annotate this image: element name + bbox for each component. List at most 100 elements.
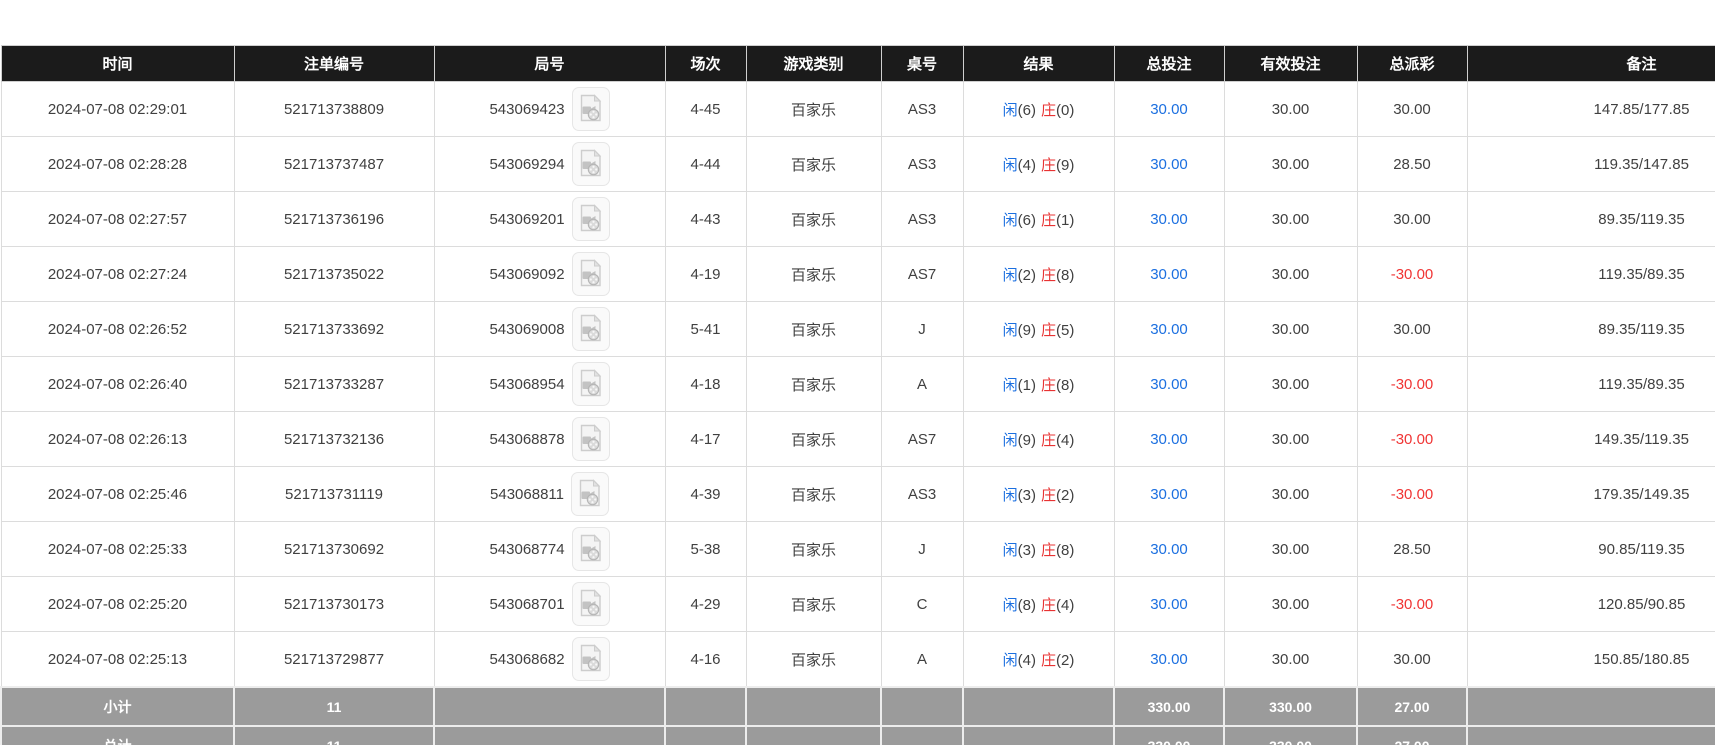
cell-game-type: 百家乐 [745, 576, 882, 632]
cell-remark: 179.35/149.35 [1466, 466, 1715, 522]
column-header-result: 结果 [962, 45, 1115, 82]
cell-order-number: 521713731119 [233, 466, 435, 522]
cell-total-bet: 30.00 [1113, 576, 1225, 632]
video-replay-button[interactable] [571, 87, 610, 131]
video-replay-icon [579, 313, 602, 345]
cell-table-number: J [880, 301, 964, 357]
column-header-total_payout: 总派彩 [1356, 45, 1468, 82]
cell-round-number: 543068811 [433, 466, 666, 522]
column-header-remark: 备注 [1466, 45, 1715, 82]
cell-total-bet: 30.00 [1113, 301, 1225, 357]
summary-valid-bet: 330.00 [1223, 686, 1358, 727]
summary-empty-game [745, 725, 882, 745]
cell-order-number: 521713737487 [233, 136, 435, 192]
cell-total-payout: 28.50 [1356, 521, 1468, 577]
cell-remark: 89.35/119.35 [1466, 301, 1715, 357]
round-number-text: 543068878 [489, 430, 565, 448]
cell-table-number: J [880, 521, 964, 577]
cell-total-payout: -30.00 [1356, 411, 1468, 467]
result-player-label: 闲 [1002, 541, 1018, 559]
video-replay-button[interactable] [571, 142, 610, 186]
result-banker-label: 庄 [1041, 266, 1057, 284]
cell-order-number: 521713736196 [233, 191, 435, 247]
cell-remark: 120.85/90.85 [1466, 576, 1715, 632]
table-body: 2024-07-08 02:29:01 521713738809 5430694… [0, 81, 1715, 688]
cell-valid-bet: 30.00 [1223, 191, 1358, 247]
cell-order-number: 521713729877 [233, 631, 435, 688]
cell-game-type: 百家乐 [745, 631, 882, 688]
cell-game-type: 百家乐 [745, 356, 882, 412]
result-player-label: 闲 [1002, 266, 1018, 284]
table-footer: 小计 11 330.00 330.00 27.00 总计 11 330.00 3… [0, 686, 1715, 745]
result-player-score: (1) [1017, 376, 1036, 394]
summary-total-bet: 330.00 [1113, 725, 1225, 745]
result-player-label: 闲 [1002, 101, 1018, 119]
round-number-text: 543069092 [489, 265, 565, 283]
video-replay-button[interactable] [570, 472, 609, 516]
cell-session: 4-17 [664, 411, 747, 467]
column-header-valid_bet: 有效投注 [1223, 45, 1358, 82]
cell-table-number: AS7 [880, 411, 964, 467]
cell-total-payout: -30.00 [1356, 356, 1468, 412]
cell-valid-bet: 30.00 [1223, 246, 1358, 302]
video-replay-button[interactable] [571, 362, 610, 406]
cell-session: 4-18 [664, 356, 747, 412]
result-player-label: 闲 [1002, 431, 1018, 449]
cell-session: 5-38 [664, 521, 747, 577]
cell-total-payout: 30.00 [1356, 631, 1468, 688]
cell-session: 4-43 [664, 191, 747, 247]
cell-round-number: 543068774 [433, 521, 666, 577]
video-replay-icon [579, 258, 602, 290]
result-player-score: (8) [1017, 596, 1036, 614]
cell-order-number: 521713733287 [233, 356, 435, 412]
cell-order-number: 521713730692 [233, 521, 435, 577]
cell-time: 2024-07-08 02:25:20 [0, 576, 235, 632]
column-header-time: 时间 [0, 45, 235, 82]
video-replay-button[interactable] [571, 582, 610, 626]
video-replay-button[interactable] [571, 252, 610, 296]
table-row: 2024-07-08 02:29:01 521713738809 5430694… [0, 81, 1715, 137]
cell-valid-bet: 30.00 [1223, 356, 1358, 412]
result-player-score: (4) [1017, 651, 1036, 669]
video-replay-button[interactable] [571, 307, 610, 351]
round-number-text: 543069294 [489, 155, 565, 173]
bet-records-panel: 时间 注单编号 局号 场次 游戏类别 桌号 结果 总投注 有效投注 总派彩 备注 2024-07-0… [0, 45, 1715, 745]
cell-table-number: AS3 [880, 466, 964, 522]
cell-result: 闲(8) 庄(4) [962, 576, 1115, 632]
video-replay-button[interactable] [571, 527, 610, 571]
table-row: 2024-07-08 02:26:40 521713733287 5430689… [0, 356, 1715, 412]
video-replay-button[interactable] [571, 637, 610, 681]
result-banker-label: 庄 [1041, 431, 1057, 449]
cell-result: 闲(4) 庄(2) [962, 631, 1115, 688]
video-replay-icon [579, 368, 602, 400]
result-banker-score: (4) [1056, 596, 1075, 614]
video-replay-button[interactable] [571, 197, 610, 241]
video-replay-icon [579, 533, 602, 565]
cell-total-bet: 30.00 [1113, 521, 1225, 577]
cell-session: 4-29 [664, 576, 747, 632]
cell-order-number: 521713738809 [233, 81, 435, 137]
summary-empty-round [433, 686, 666, 727]
table-row: 2024-07-08 02:25:13 521713729877 5430686… [0, 631, 1715, 688]
cell-game-type: 百家乐 [745, 81, 882, 137]
cell-result: 闲(4) 庄(9) [962, 136, 1115, 192]
result-player-score: (9) [1017, 431, 1036, 449]
summary-count: 11 [233, 686, 435, 727]
column-header-order_no: 注单编号 [233, 45, 435, 82]
cell-result: 闲(3) 庄(2) [962, 466, 1115, 522]
cell-total-payout: -30.00 [1356, 576, 1468, 632]
cell-valid-bet: 30.00 [1223, 521, 1358, 577]
cell-round-number: 543068682 [433, 631, 666, 688]
cell-round-number: 543069008 [433, 301, 666, 357]
cell-remark: 119.35/147.85 [1466, 136, 1715, 192]
cell-game-type: 百家乐 [745, 136, 882, 192]
cell-game-type: 百家乐 [745, 411, 882, 467]
cell-result: 闲(9) 庄(4) [962, 411, 1115, 467]
cell-order-number: 521713735022 [233, 246, 435, 302]
video-replay-button[interactable] [571, 417, 610, 461]
video-replay-icon [578, 478, 601, 510]
cell-session: 4-45 [664, 81, 747, 137]
cell-total-bet: 30.00 [1113, 356, 1225, 412]
result-banker-label: 庄 [1041, 211, 1057, 229]
summary-label: 小计 [0, 686, 235, 727]
